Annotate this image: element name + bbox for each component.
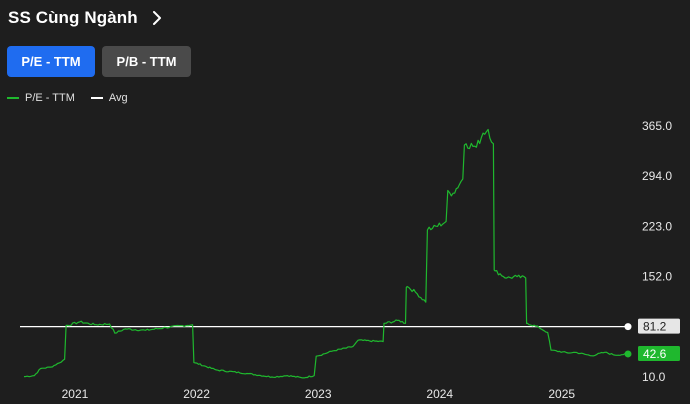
- pe-series-line: [23, 128, 629, 379]
- tab-pb-ttm[interactable]: P/B - TTM: [102, 46, 191, 77]
- legend-swatch-pe: [7, 97, 19, 99]
- legend-item-pe[interactable]: P/E - TTM: [7, 92, 75, 104]
- y-tick-label: 152.0: [642, 270, 672, 284]
- x-tick-label: 2022: [183, 387, 210, 401]
- y-tick-label: 365.0: [642, 119, 672, 133]
- tab-pe-ttm[interactable]: P/E - TTM: [7, 46, 95, 77]
- section-title[interactable]: SS Cùng Ngành: [8, 8, 138, 27]
- avg-end-marker: [624, 323, 632, 331]
- chevron-right-icon[interactable]: [148, 9, 166, 27]
- y-tick-label: 10.0: [642, 370, 666, 384]
- pe-value-badge: 42.6: [643, 347, 667, 361]
- pe-end-marker: [624, 350, 632, 358]
- x-tick-label: 2025: [548, 387, 575, 401]
- section-header[interactable]: SS Cùng Ngành: [8, 6, 166, 30]
- y-tick-label: 294.0: [642, 169, 672, 183]
- y-tick-label: 223.0: [642, 219, 672, 233]
- chart-legend: P/E - TTM Avg: [7, 92, 144, 104]
- legend-item-avg[interactable]: Avg: [90, 92, 128, 104]
- x-tick-label: 2023: [305, 387, 332, 401]
- avg-value-badge: 81.2: [643, 320, 667, 334]
- metric-tabs: P/E - TTM P/B - TTM: [7, 46, 191, 77]
- avg-value-badge-bg: [638, 318, 680, 334]
- x-tick-label: 2021: [62, 387, 89, 401]
- legend-label-avg: Avg: [108, 92, 128, 104]
- x-tick-label: 2024: [426, 387, 453, 401]
- legend-swatch-avg: [90, 97, 103, 99]
- legend-label-pe: P/E - TTM: [25, 92, 75, 104]
- pe-value-badge-bg: [638, 345, 680, 361]
